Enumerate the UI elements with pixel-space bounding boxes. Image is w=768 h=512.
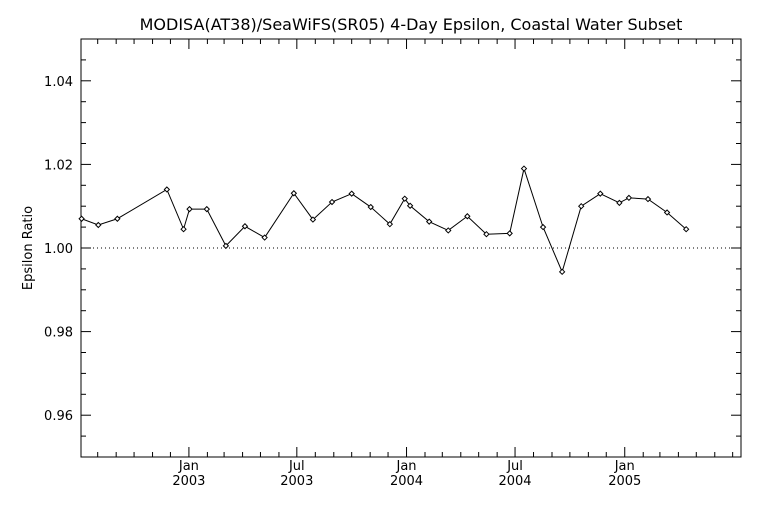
- data-point: [348, 190, 355, 197]
- data-point: [95, 221, 102, 229]
- x-tick-label-year: 2003: [280, 474, 313, 489]
- plot-frame: [80, 38, 742, 458]
- x-tick-label-year: 2003: [172, 474, 205, 489]
- data-point: [401, 195, 408, 202]
- data-point: [386, 220, 394, 228]
- data-point: [78, 215, 85, 222]
- x-tick-label-month: Jul: [288, 459, 305, 474]
- data-point: [483, 230, 490, 238]
- data-point: [625, 194, 633, 202]
- data-point: [578, 202, 585, 210]
- data-point: [445, 227, 452, 234]
- y-axis-label: Epsilon Ratio: [21, 206, 36, 290]
- chart-title: MODISA(AT38)/SeaWiFS(SR05) 4-Day Epsilon…: [140, 15, 683, 34]
- data-point: [261, 234, 268, 241]
- data-point: [290, 190, 298, 197]
- y-tick-label: 0.98: [44, 326, 73, 341]
- data-point: [663, 209, 671, 216]
- y-tick-label: 1.02: [44, 158, 73, 173]
- data-point: [186, 205, 193, 213]
- x-tick-label-year: 2004: [498, 474, 531, 489]
- y-tick-label: 1.00: [44, 242, 73, 257]
- x-tick-label-month: Jan: [178, 459, 199, 474]
- data-point: [180, 225, 187, 233]
- data-point: [425, 218, 433, 225]
- data-point: [682, 225, 690, 233]
- data-point: [367, 203, 374, 211]
- data-point: [406, 202, 414, 209]
- data-point: [464, 213, 471, 220]
- x-tick-label-month: Jan: [614, 459, 635, 474]
- data-point: [644, 195, 652, 203]
- data-point: [309, 216, 317, 223]
- data-point: [506, 230, 513, 237]
- data-point: [520, 165, 528, 172]
- data-point: [114, 215, 121, 222]
- data-point: [203, 205, 211, 213]
- data-point: [328, 198, 336, 206]
- data-point: [222, 242, 230, 250]
- data-point: [597, 190, 604, 197]
- x-tick-label-year: 2005: [608, 474, 641, 489]
- y-tick-label: 0.96: [44, 409, 73, 424]
- series-line: [81, 166, 687, 274]
- data-point: [163, 186, 171, 193]
- data-point: [539, 223, 547, 231]
- x-tick-label-month: Jul: [506, 459, 523, 474]
- x-tick-label-month: Jan: [396, 459, 417, 474]
- data-point: [241, 223, 249, 230]
- y-tick-label: 1.04: [44, 75, 73, 90]
- x-tick-label-year: 2004: [390, 474, 423, 489]
- data-point: [558, 268, 566, 276]
- data-point: [616, 199, 623, 207]
